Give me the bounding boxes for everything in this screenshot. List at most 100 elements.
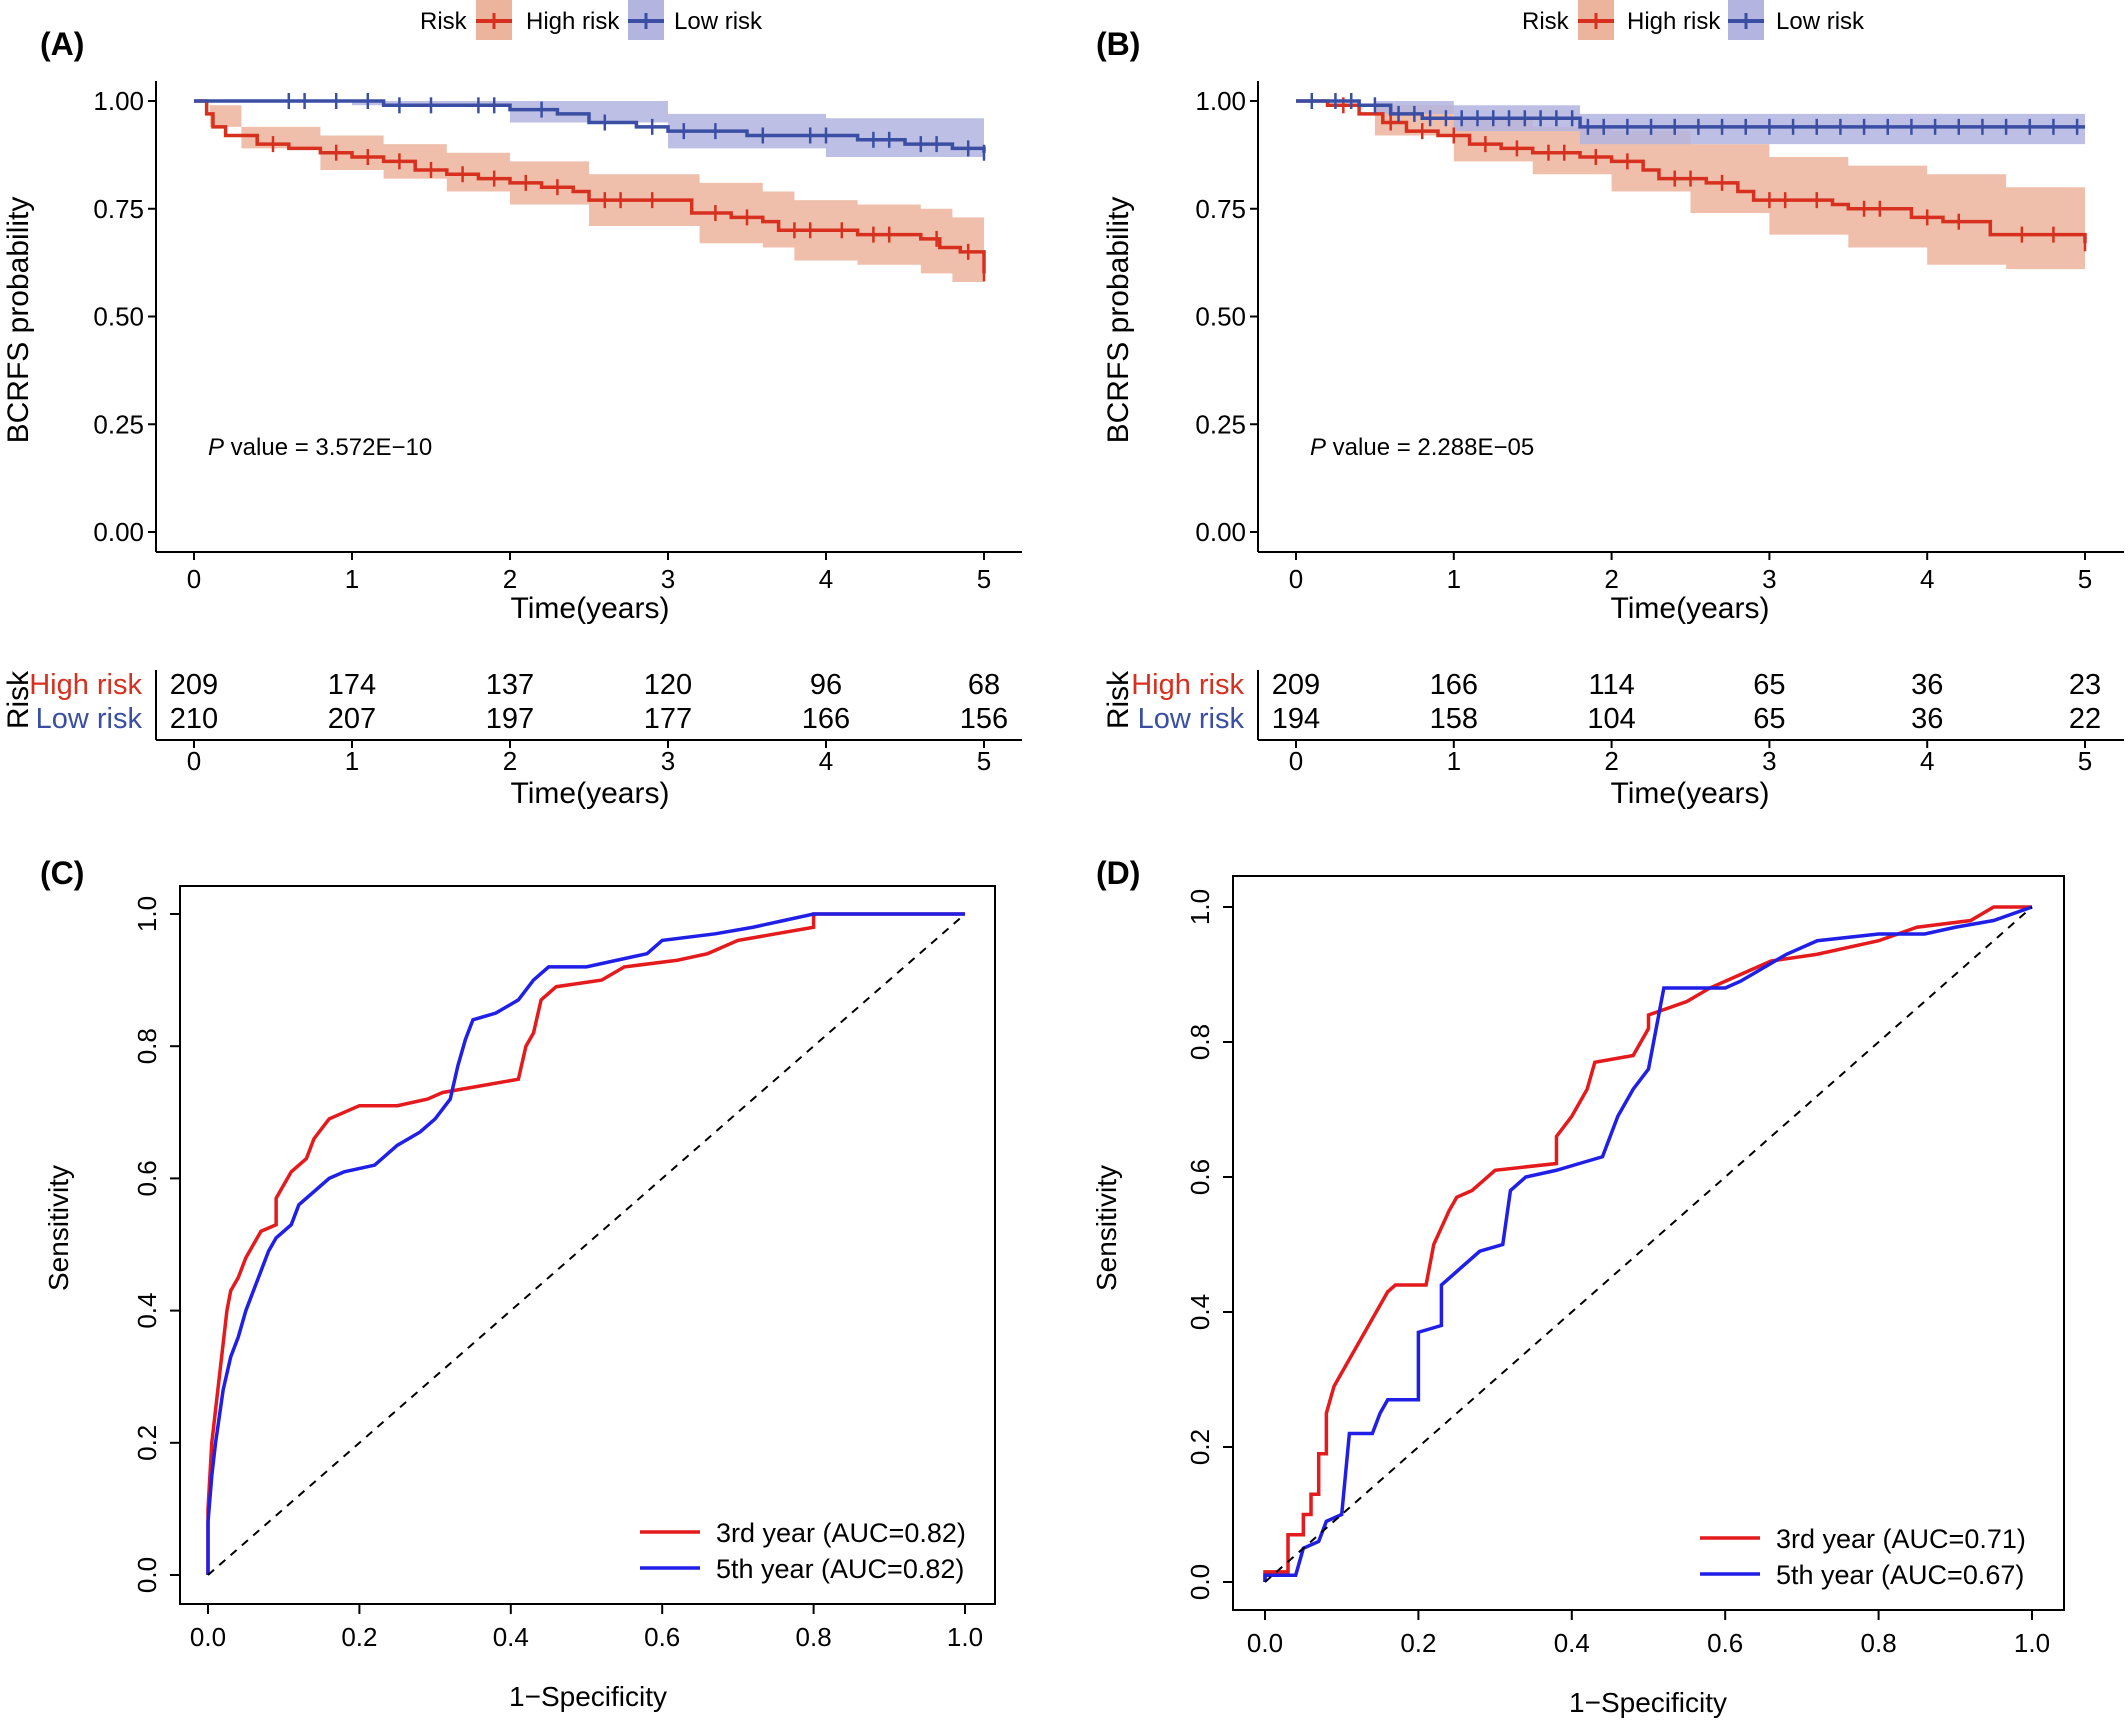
risk-x-tick-label-a-4: 4: [819, 746, 833, 776]
y-tick-label-a-3: 0.75: [93, 194, 144, 224]
risk-count-a-0-1: 174: [328, 669, 376, 701]
legend-label-d-0: 3rd year (AUC=0.71): [1776, 1524, 2026, 1554]
risk-x-tick-label-a-2: 2: [503, 746, 517, 776]
x-axis-title-d: 1−Specificity: [1569, 1687, 1727, 1718]
x-tick-label-d-4: 0.8: [1861, 1628, 1897, 1658]
x-tick-label-d-2: 0.4: [1554, 1628, 1590, 1658]
legend-title-a: Risk: [420, 8, 468, 35]
x-tick-label-a-4: 4: [819, 564, 833, 594]
y-tick-label-b-3: 0.75: [1195, 194, 1246, 224]
km-plot-b: 0.00 0.25 0.50 0.75 1.00 0 1 2 3 4 5: [1195, 81, 2124, 594]
legend-label-c-1: 5th year (AUC=0.82): [716, 1554, 964, 1584]
ci-band-a-1: [194, 101, 984, 170]
risk-count-a-1-5: 156: [960, 703, 1008, 735]
x-axis-title-b: Time(years): [1611, 592, 1770, 625]
km-plot-a: 0.00 0.25 0.50 0.75 1.00 0 1 2 3 4 5: [93, 81, 1022, 594]
x-tick-label-c-2: 0.4: [493, 1622, 529, 1652]
ci-band-b-0: [1296, 101, 2085, 287]
risk-count-b-1-2: 104: [1587, 703, 1635, 735]
y-tick-label-c-3: 0.6: [132, 1160, 162, 1196]
x-tick-label-b-1: 1: [1447, 564, 1461, 594]
risk-row-label-low-a: Low risk: [36, 703, 143, 735]
roc-plot-c: 0.0 0.2 0.4 0.6 0.8 1.0 0.0 0.2 0.4 0.6 0.8 1.0 3rd …: [132, 885, 996, 1652]
y-tick-label-a-2: 0.50: [93, 302, 144, 332]
reference-diagonal-d-2: [1264, 906, 2033, 1583]
plot-frame-c: [179, 885, 996, 1605]
risk-row-label-high-b: High risk: [1131, 669, 1244, 701]
survival-line-a-1: [194, 99, 986, 153]
risk-x-tick-label-b-2: 2: [1604, 746, 1618, 776]
risk-row-label-high-a: High risk: [29, 669, 142, 701]
plot-frame-d: [1232, 875, 2065, 1611]
risk-table-a: Risk High risk Low risk 209 174 137 120 96 68…: [2, 669, 1022, 810]
y-tick-label-b-1: 0.25: [1195, 409, 1246, 439]
risk-count-b-1-0: 194: [1272, 703, 1320, 735]
panel-label-c: (C): [40, 855, 84, 891]
y-tick-label-d-5: 1.0: [1185, 889, 1215, 925]
risk-x-tick-label-b-1: 1: [1447, 746, 1461, 776]
legend-a: Risk High risk Low risk: [420, 0, 763, 40]
legend-title-b: Risk: [1522, 8, 1570, 35]
x-tick-label-b-2: 2: [1604, 564, 1618, 594]
p-value-a: P value = 3.572E−10: [208, 434, 432, 461]
panel-c: (C) Sensitivity 1−Specificity 0.0 0.2 0.4 0…: [40, 855, 996, 1712]
roc-curve-d-1: [1263, 905, 2033, 1582]
x-tick-label-d-1: 0.2: [1400, 1628, 1436, 1658]
x-tick-label-d-3: 0.6: [1707, 1628, 1743, 1658]
risk-count-a-0-4: 96: [810, 669, 842, 701]
panel-b: (B) Risk High risk Low risk BCRFS probab…: [1096, 0, 2124, 810]
y-tick-label-c-4: 0.8: [132, 1028, 162, 1064]
risk-x-tick-label-b-5: 5: [2078, 746, 2092, 776]
risk-x-axis-title-b: Time(years): [1611, 777, 1770, 810]
y-tick-label-a-1: 0.25: [93, 409, 144, 439]
y-tick-label-c-2: 0.4: [132, 1293, 162, 1329]
panel-d: (D) Sensitivity 1−Specificity 0.0 0.2 0.4 0…: [1091, 855, 2065, 1718]
y-axis-title-b: BCRFS probability: [1102, 197, 1135, 444]
risk-count-b-1-1: 158: [1430, 703, 1478, 735]
x-axis-title-c: 1−Specificity: [509, 1681, 667, 1712]
x-tick-label-c-3: 0.6: [644, 1622, 680, 1652]
roc-curve-c-1: [206, 912, 965, 1575]
risk-count-b-1-3: 65: [1753, 703, 1785, 735]
x-tick-label-d-0: 0.0: [1247, 1628, 1283, 1658]
reference-diagonal-c-2: [207, 913, 966, 1576]
risk-count-a-0-2: 137: [486, 669, 534, 701]
panel-label-b: (B): [1096, 26, 1140, 62]
x-tick-label-d-5: 1.0: [2014, 1628, 2050, 1658]
legend-high-label-b: High risk: [1627, 8, 1721, 35]
risk-count-b-0-4: 36: [1911, 669, 1943, 701]
ci-band-a-0: [194, 101, 984, 308]
x-axis-title-a: Time(years): [511, 592, 670, 625]
risk-x-tick-label-a-1: 1: [345, 746, 359, 776]
y-tick-label-b-0: 0.00: [1195, 517, 1246, 547]
panel-label-a: (A): [40, 26, 84, 62]
risk-x-tick-label-a-5: 5: [977, 746, 991, 776]
x-tick-label-c-5: 1.0: [947, 1622, 983, 1652]
risk-count-a-0-5: 68: [968, 669, 1000, 701]
risk-count-a-1-3: 177: [644, 703, 692, 735]
legend-label-d-1: 5th year (AUC=0.67): [1776, 1560, 2024, 1590]
risk-counts-a: 209 174 137 120 96 68 210 207 197 177 166 156 0 1 2 3 4 5: [155, 669, 1022, 776]
roc-plot-d: 0.0 0.2 0.4 0.6 0.8 1.0 0.0 0.2 0.4 0.6 0.8 1.0 3rd …: [1185, 875, 2065, 1658]
x-tick-label-c-0: 0.0: [190, 1622, 226, 1652]
x-tick-label-b-5: 5: [2078, 564, 2092, 594]
panel-label-d: (D): [1096, 855, 1140, 891]
y-tick-label-d-1: 0.2: [1185, 1429, 1215, 1465]
x-tick-label-a-1: 1: [345, 564, 359, 594]
panel-a: (A) Risk High risk Low risk BCRFS probab…: [2, 0, 1022, 810]
risk-count-b-0-2: 114: [1588, 669, 1634, 701]
roc-curve-c-0: [206, 912, 965, 1575]
roc-curve-d-0: [1263, 905, 2032, 1582]
legend-low-label-b: Low risk: [1776, 8, 1865, 35]
y-tick-label-d-4: 0.8: [1185, 1024, 1215, 1060]
risk-table-b: Risk High risk Low risk 209 166 114 65 36 231…: [1102, 669, 2124, 810]
risk-x-tick-label-b-0: 0: [1289, 746, 1303, 776]
risk-count-a-1-0: 210: [170, 703, 218, 735]
risk-count-b-1-4: 36: [1911, 703, 1943, 735]
x-tick-label-b-4: 4: [1920, 564, 1934, 594]
y-tick-label-c-5: 1.0: [132, 896, 162, 932]
x-tick-label-a-3: 3: [661, 564, 675, 594]
risk-count-a-1-4: 166: [802, 703, 850, 735]
